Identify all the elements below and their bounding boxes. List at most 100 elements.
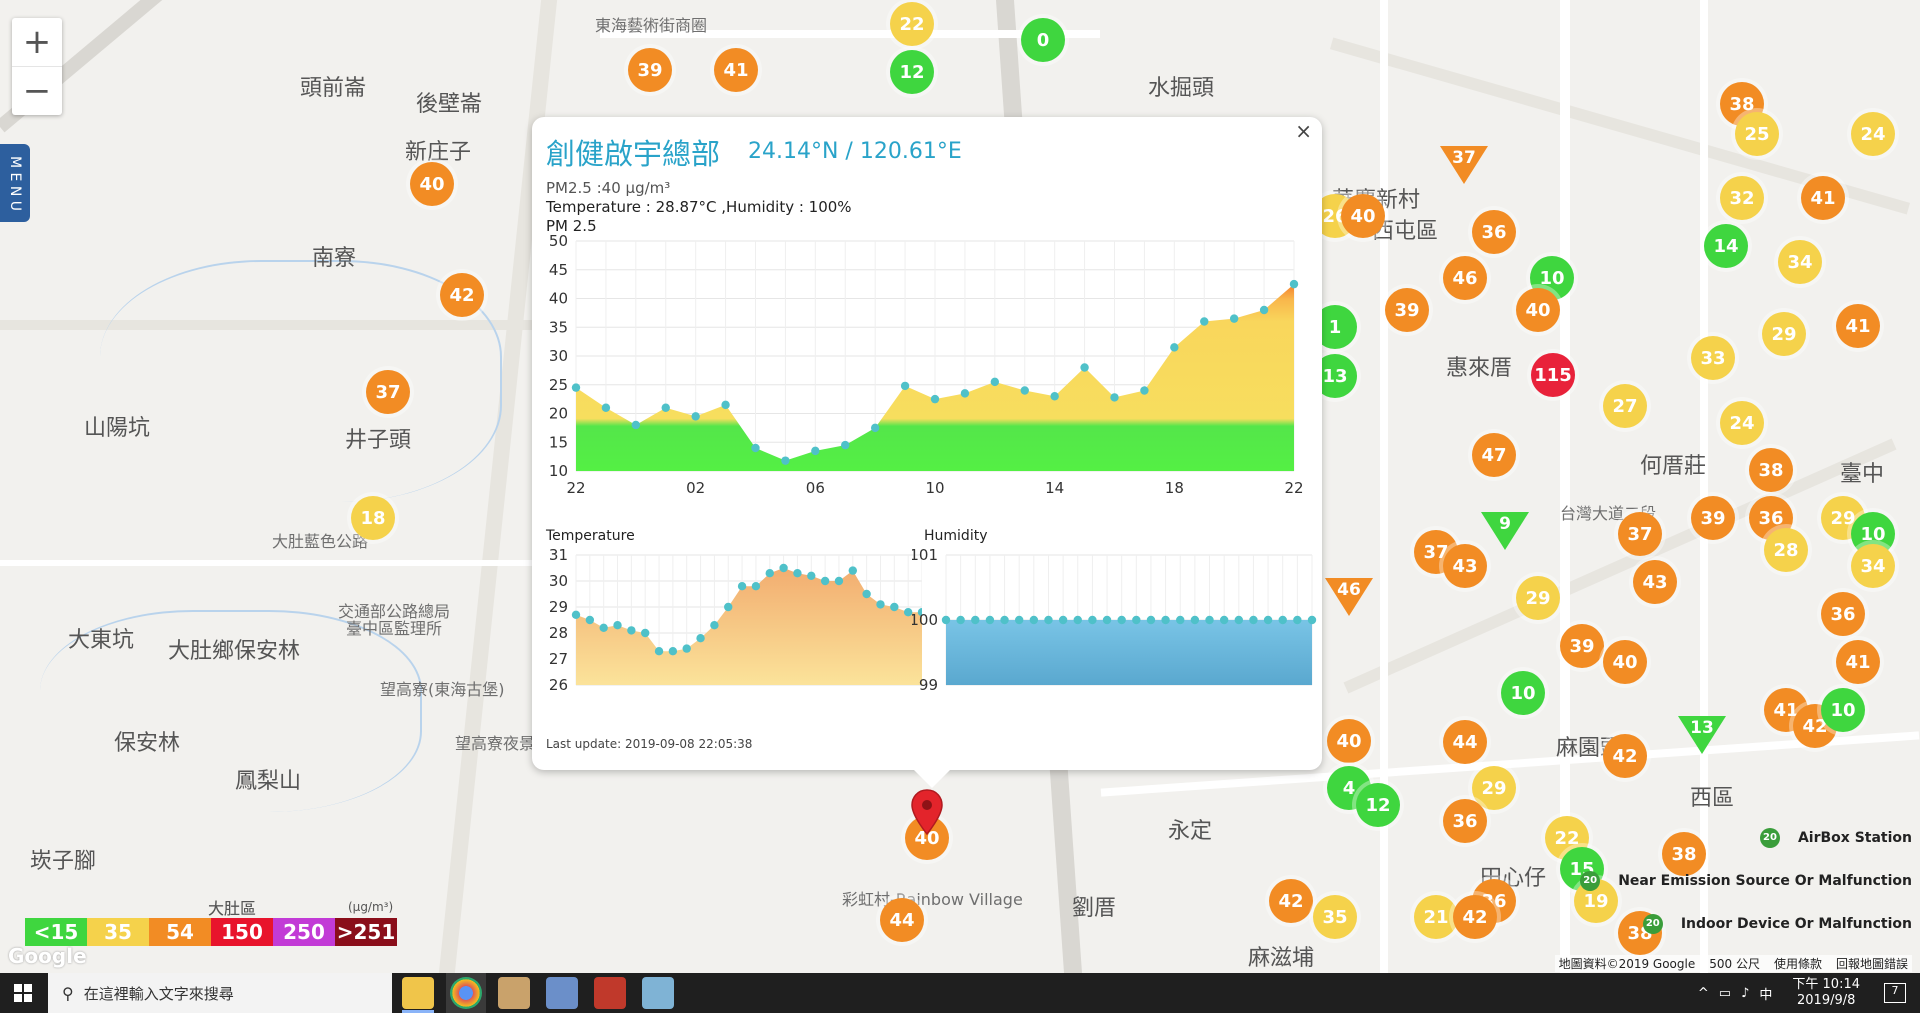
aqi-station-marker[interactable]: 40 (410, 162, 454, 206)
aqi-station-marker[interactable]: 42 (1269, 879, 1313, 923)
location-pin-icon[interactable] (910, 788, 944, 836)
windows-start-icon[interactable] (14, 984, 32, 1002)
aqi-station-marker[interactable]: 41 (714, 48, 758, 92)
aqi-station-marker[interactable]: 41 (1836, 640, 1880, 684)
aqi-station-marker[interactable]: 43 (1443, 544, 1487, 588)
data-point (930, 394, 940, 404)
data-point (1229, 314, 1239, 323)
emission-source-marker[interactable]: 37 (1440, 146, 1488, 184)
clock[interactable]: 下午 10:14 2019/9/8 (1792, 977, 1860, 1009)
aqi-station-marker[interactable]: 39 (1691, 496, 1735, 540)
aqi-station-marker[interactable]: 36 (1443, 799, 1487, 843)
aqi-station-marker[interactable]: 22 (890, 2, 934, 46)
tray-chevron-icon[interactable]: ^ (1697, 985, 1709, 1001)
aqi-station-marker[interactable]: 44 (1443, 720, 1487, 764)
zoom-in-button[interactable]: + (22, 22, 52, 62)
aqi-station-marker[interactable]: 42 (1603, 734, 1647, 778)
aqi-station-marker[interactable]: 38 (1749, 448, 1793, 492)
aqi-legend: <15 35 54 150 250 >251 (25, 918, 397, 946)
aqi-station-marker[interactable]: 39 (628, 48, 672, 92)
aqi-station-marker[interactable]: 42 (1453, 895, 1497, 939)
aqi-station-marker[interactable]: 34 (1851, 544, 1895, 588)
aqi-station-marker[interactable]: 32 (1720, 176, 1764, 220)
aqi-station-marker[interactable]: 28 (1764, 528, 1808, 572)
data-point (571, 610, 581, 619)
data-point (811, 446, 820, 456)
aqi-station-marker[interactable]: 12 (1356, 783, 1400, 827)
aqi-station-marker[interactable]: 33 (1691, 336, 1735, 380)
aqi-station-marker[interactable]: 29 (1762, 312, 1806, 356)
map-place-label: 頭前崙 (300, 76, 367, 101)
map-place-label: 大肚區 (208, 899, 257, 918)
data-point (613, 621, 622, 630)
aqi-station-marker[interactable]: 25 (1735, 112, 1779, 156)
aqi-station-marker[interactable]: 40 (905, 816, 949, 860)
zoom-out-button[interactable]: − (12, 66, 62, 115)
aqi-station-marker[interactable]: 44 (880, 898, 924, 942)
aqi-station-marker[interactable]: 40 (1327, 719, 1371, 763)
aqi-station-marker[interactable]: 40 (1516, 288, 1560, 332)
data-point (1234, 615, 1243, 625)
taskbar-search-box[interactable]: ⚲ 在這裡輸入文字來搜尋 (48, 973, 392, 1013)
aqi-station-marker[interactable]: 10 (1821, 688, 1865, 732)
aqi-station-marker[interactable]: 46 (1443, 256, 1487, 300)
aqi-station-marker[interactable]: 38 (1662, 832, 1706, 876)
emission-source-marker[interactable]: 9 (1481, 512, 1529, 550)
y-tick-label: 20 (549, 405, 568, 423)
report-error-link[interactable]: 回報地圖錯誤 (1835, 957, 1908, 971)
network-icon[interactable]: ▭ (1718, 985, 1732, 1001)
data-point (721, 400, 730, 410)
emission-source-marker[interactable]: 13 (1678, 716, 1726, 754)
file-explorer-icon[interactable] (402, 977, 434, 1009)
aqi-station-marker[interactable]: 37 (1618, 512, 1662, 556)
aqi-station-marker[interactable]: 42 (440, 273, 484, 317)
aqi-station-marker[interactable]: 37 (366, 370, 410, 414)
aqi-station-marker[interactable]: 39 (1560, 624, 1604, 668)
chrome-icon[interactable] (450, 977, 482, 1009)
aqi-station-marker[interactable]: 24 (1851, 112, 1895, 156)
data-point (1080, 363, 1089, 372)
notepad-icon[interactable] (642, 977, 674, 1009)
aqi-station-marker[interactable]: 34 (1778, 240, 1822, 284)
menu-toggle-button[interactable]: M E N U (0, 144, 30, 222)
pm25-chart: 10 15 20 25 30 35 40 45 50 22 02 06 10 14 18 22 (549, 235, 1304, 497)
sensor-type-legend-item: 20 Near Emission Source Or Malfunction (1580, 871, 1912, 891)
aqi-station-marker[interactable]: 18 (351, 496, 395, 540)
terms-link[interactable]: 使用條款 (1773, 957, 1822, 971)
aqi-station-marker[interactable]: 40 (1603, 640, 1647, 684)
aqi-station-marker[interactable]: 27 (1603, 384, 1647, 428)
aqi-station-marker[interactable]: 40 (1341, 194, 1385, 238)
aqi-station-marker[interactable]: 24 (1720, 401, 1764, 445)
map-data-credit: 地圖資料©2019 Google (1558, 957, 1696, 971)
y-tick-label: 26 (549, 676, 568, 694)
emission-source-marker[interactable]: 46 (1325, 578, 1373, 616)
aqi-station-marker[interactable]: 35 (1313, 895, 1357, 939)
aqi-station-marker[interactable]: 43 (1633, 560, 1677, 604)
aqi-station-marker[interactable]: 36 (1821, 592, 1865, 636)
sketchup-icon[interactable] (594, 977, 626, 1009)
volume-icon[interactable]: ♪ (1741, 985, 1750, 1001)
aqi-station-marker[interactable]: 21 (1414, 895, 1458, 939)
y-tick-label: 30 (549, 572, 568, 590)
aqi-station-marker[interactable]: 14 (1704, 224, 1748, 268)
aqi-station-marker[interactable]: 29 (1516, 576, 1560, 620)
aqi-station-marker[interactable]: 10 (1501, 671, 1545, 715)
aqi-station-marker[interactable]: 41 (1836, 304, 1880, 348)
paint-app-icon[interactable] (498, 977, 530, 1009)
drawing-app-icon[interactable] (546, 977, 578, 1009)
aqi-station-marker[interactable]: 36 (1472, 210, 1516, 254)
aqi-station-marker[interactable]: 41 (1801, 176, 1845, 220)
aqi-station-marker[interactable]: 29 (1472, 766, 1516, 810)
aqi-station-marker[interactable]: 47 (1472, 433, 1516, 477)
x-tick-label: 02 (686, 479, 705, 497)
data-point (601, 403, 611, 412)
aqi-station-marker[interactable]: 12 (890, 50, 934, 94)
map-canvas[interactable]: 東海藝術街商圈 頭前崙 後壁崙 新庄子 水掘頭 南寮 山陽坑 井子頭 大肚藍色公路 大東坑 大肚鄉保… (0, 0, 1920, 973)
aqi-station-marker[interactable]: 115 (1531, 353, 1575, 397)
close-icon[interactable]: × (1295, 119, 1312, 143)
notification-icon[interactable]: 7 (1884, 983, 1906, 1003)
aqi-station-marker[interactable]: 39 (1385, 288, 1429, 332)
ime-indicator[interactable]: 中 (1759, 987, 1773, 1003)
data-point (654, 647, 664, 656)
aqi-station-marker[interactable]: 0 (1021, 18, 1065, 62)
